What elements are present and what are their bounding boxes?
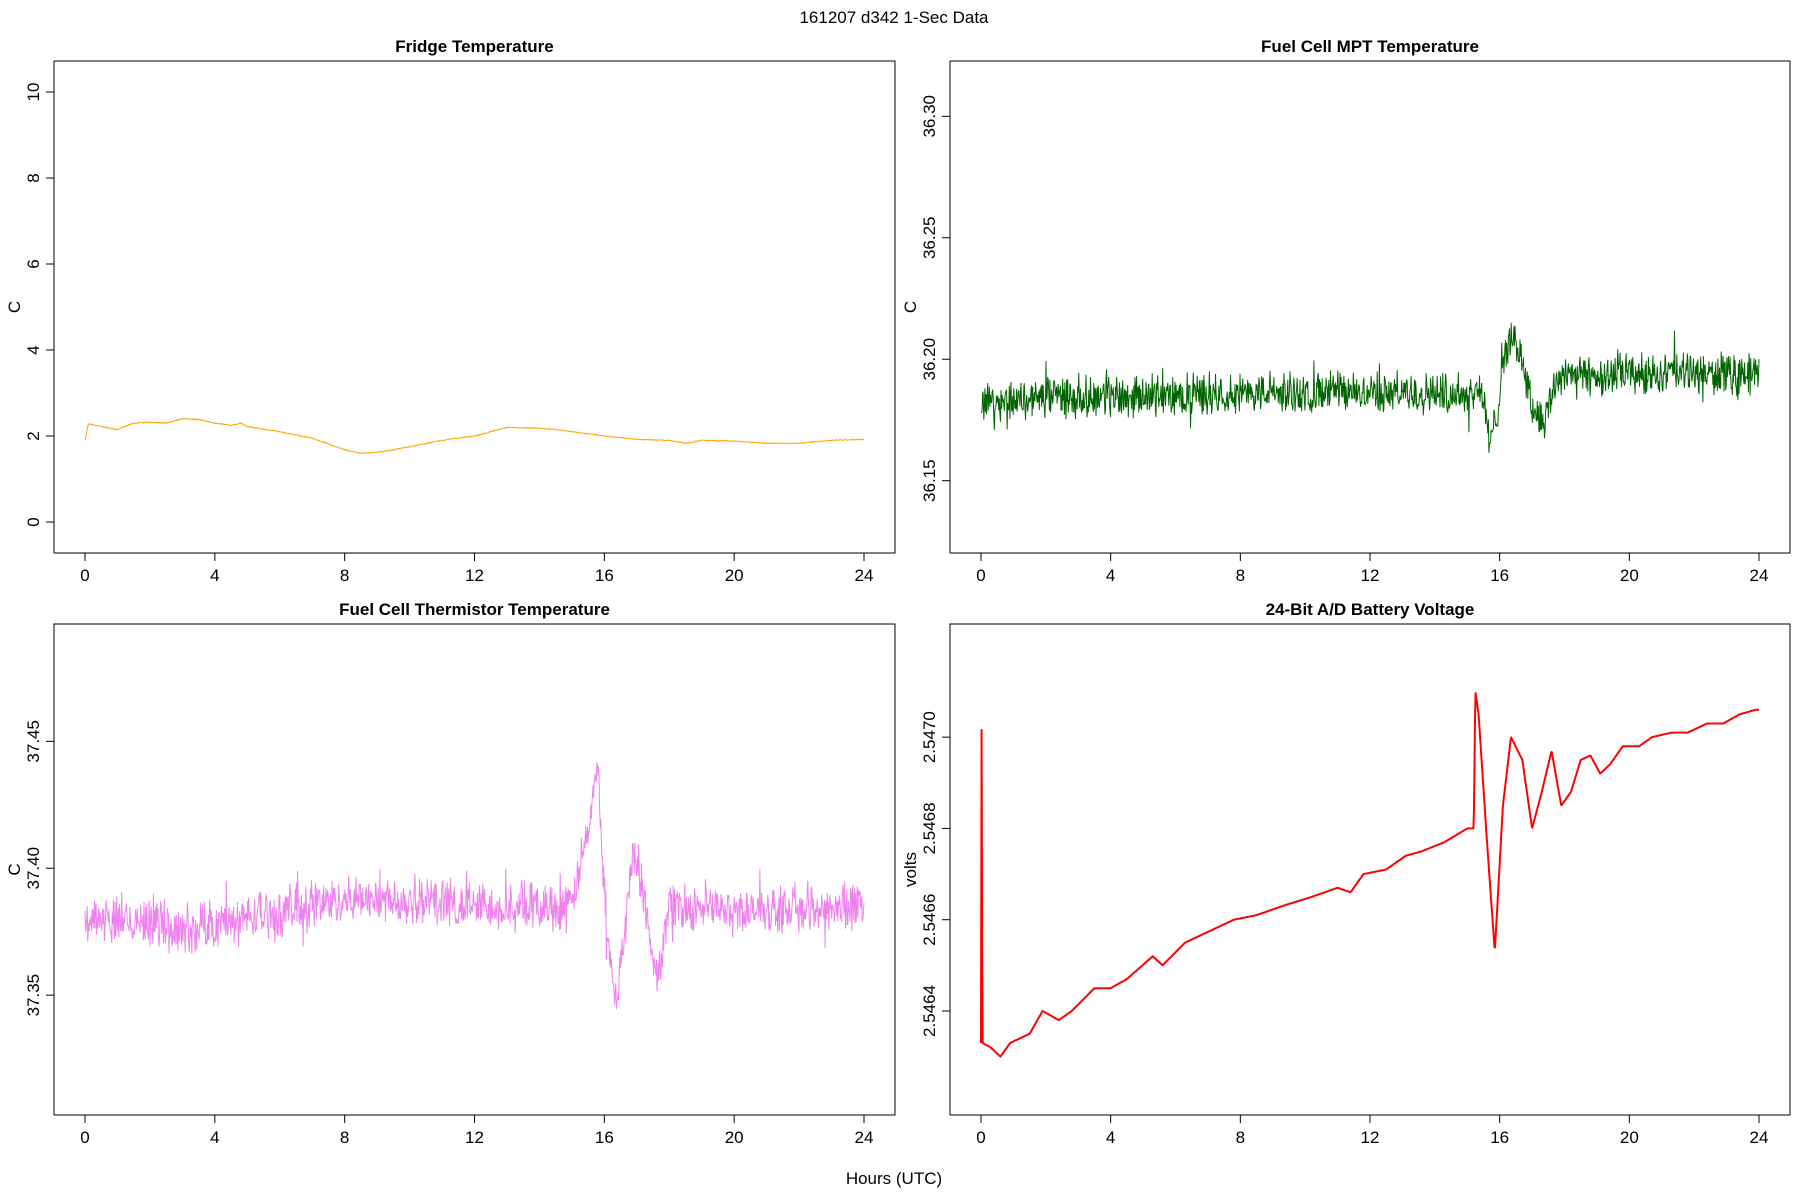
x-tick-label: 4 xyxy=(210,566,219,585)
x-tick-label: 12 xyxy=(465,1128,484,1147)
y-tick-label: 2.5464 xyxy=(920,985,939,1037)
x-tick-label: 16 xyxy=(595,566,614,585)
y-tick-label: 2.5470 xyxy=(920,711,939,763)
y-tick-label: 36.30 xyxy=(920,95,939,138)
plot-frame xyxy=(949,60,1791,554)
y-axis-label: volts xyxy=(901,852,920,887)
y-tick-label: 8 xyxy=(24,173,43,182)
plot-frame xyxy=(949,623,1791,1116)
y-tick-label: 37.35 xyxy=(24,974,43,1017)
y-axis-label: C xyxy=(5,301,24,313)
x-tick-label: 0 xyxy=(976,566,985,585)
plot-frame xyxy=(53,623,896,1116)
x-tick-label: 20 xyxy=(725,1128,744,1147)
x-tick-label: 24 xyxy=(1750,566,1769,585)
x-tick-label: 4 xyxy=(210,1128,219,1147)
y-tick-label: 2.5468 xyxy=(920,802,939,854)
chart-title: 24-Bit A/D Battery Voltage xyxy=(1266,600,1475,619)
y-tick-label: 37.45 xyxy=(24,720,43,763)
x-tick-label: 20 xyxy=(1620,1128,1639,1147)
panel-2: Fuel Cell MPT Temperature C 0 4 8 12 16 20 24 36.… xyxy=(901,37,1791,585)
x-tick-label: 0 xyxy=(976,1128,985,1147)
y-axis-label: C xyxy=(5,863,24,875)
y-tick-label: 2.5466 xyxy=(920,894,939,946)
y-tick-label: 10 xyxy=(24,83,43,102)
y-tick-label: 37.40 xyxy=(24,847,43,890)
x-tick-label: 0 xyxy=(80,1128,89,1147)
x-tick-label: 12 xyxy=(1361,566,1380,585)
x-tick-label: 20 xyxy=(725,566,744,585)
x-tick-label: 16 xyxy=(1490,1128,1509,1147)
x-tick-label: 4 xyxy=(1106,566,1115,585)
x-tick-label: 8 xyxy=(340,1128,349,1147)
series-line-1 xyxy=(980,322,1760,453)
x-tick-label: 16 xyxy=(1490,566,1509,585)
x-tick-label: 20 xyxy=(1620,566,1639,585)
x-tick-label: 8 xyxy=(1236,1128,1245,1147)
x-tick-label: 16 xyxy=(595,1128,614,1147)
x-tick-label: 12 xyxy=(465,566,484,585)
figure-title: 161207 d342 1-Sec Data xyxy=(799,8,989,27)
y-tick-label: 36.15 xyxy=(920,459,939,502)
y-tick-label: 2 xyxy=(24,431,43,440)
x-tick-label: 4 xyxy=(1106,1128,1115,1147)
y-tick-label: 4 xyxy=(24,345,43,354)
panel-4: 24-Bit A/D Battery Voltage volts 0 4 8 12 16 20… xyxy=(901,600,1791,1147)
y-tick-label: 36.20 xyxy=(920,338,939,381)
y-tick-label: 6 xyxy=(24,259,43,268)
y-tick-label: 36.25 xyxy=(920,216,939,259)
x-tick-label: 12 xyxy=(1361,1128,1380,1147)
y-tick-label: 0 xyxy=(24,517,43,526)
series-line-1 xyxy=(84,762,865,1010)
x-tick-label: 0 xyxy=(80,566,89,585)
x-tick-label: 8 xyxy=(340,566,349,585)
chart-title: Fuel Cell MPT Temperature xyxy=(1261,37,1479,56)
x-tick-label: 24 xyxy=(855,1128,874,1147)
x-tick-label: 24 xyxy=(1750,1128,1769,1147)
series-line-1 xyxy=(84,418,865,454)
y-axis-label: C xyxy=(901,301,920,313)
plot-frame xyxy=(53,60,896,554)
series-line-1 xyxy=(980,692,1760,1058)
x-tick-label: 24 xyxy=(855,566,874,585)
chart-title: Fuel Cell Thermistor Temperature xyxy=(339,600,610,619)
panel-3: Fuel Cell Thermistor Temperature C 0 4 8 12 16… xyxy=(5,600,896,1147)
x-tick-label: 8 xyxy=(1236,566,1245,585)
chart-title: Fridge Temperature xyxy=(395,37,553,56)
figure-xlabel: Hours (UTC) xyxy=(846,1169,942,1188)
